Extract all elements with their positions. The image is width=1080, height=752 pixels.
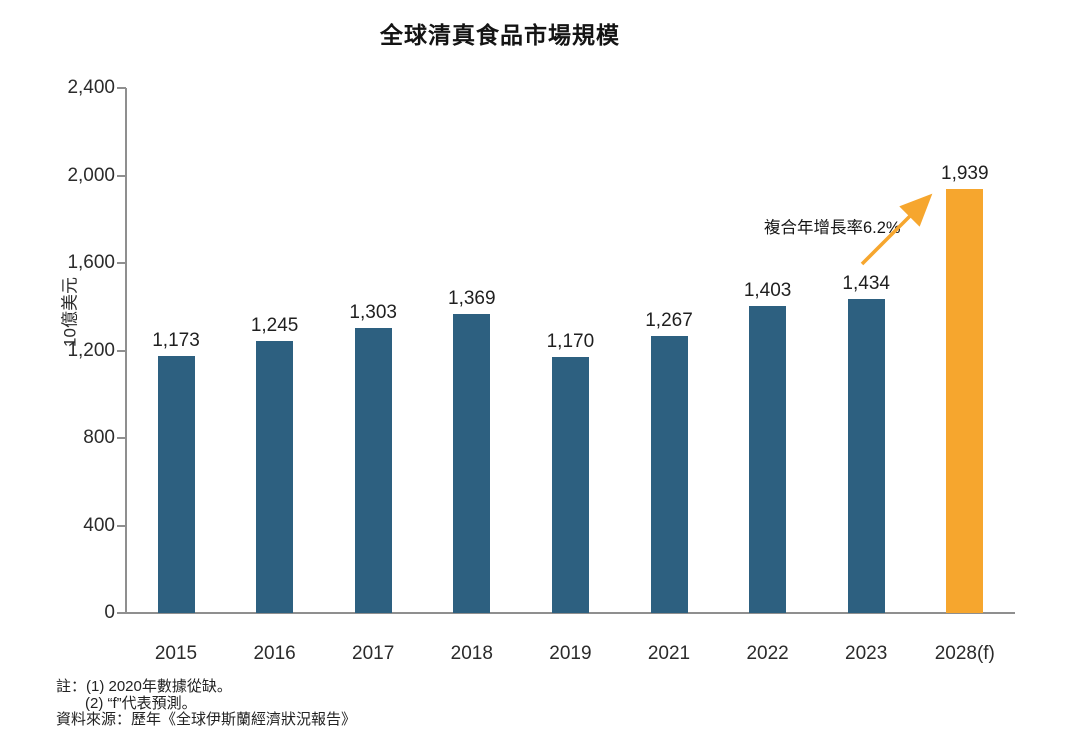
y-tick-label: 1,200 [67,339,115,361]
bar-2019 [551,357,589,613]
footnote-line-1: 註：(1) 2020年數據從缺。 [56,678,232,695]
y-tick-mark [117,87,126,89]
y-tick-label: 800 [83,427,115,448]
y-tick-mark [117,524,126,527]
y-tick-label: 400 [83,514,115,536]
bar-value-label: 1,303 [349,301,397,323]
y-tick-mark [117,612,126,614]
bar-2015 [157,356,195,613]
y-tick-label: 2,400 [67,77,115,98]
bar-value-label: 1,267 [645,309,693,331]
y-axis-title: 10億美元 [60,277,80,347]
bar-2023 [847,299,885,613]
cagr-annotation: 複合年增長率6.2% [764,219,901,237]
chart-title: 全球清真食品市場規模 [380,22,620,48]
x-axis-label-2015: 2015 [154,643,198,664]
y-axis-line [125,88,127,614]
x-axis-label-2023: 2023 [845,643,888,664]
bar-value-label: 1,369 [448,287,496,309]
bar-2021 [650,335,688,613]
y-tick-mark [117,349,126,352]
bar-value-label: 1,939 [941,162,989,184]
bar-value-label: 1,245 [250,314,299,336]
y-tick-mark [117,262,126,264]
y-tick-label: 1,600 [67,252,115,273]
y-tick-mark [117,174,126,177]
x-axis-label-2021: 2021 [647,643,691,664]
footnote-line-3: 資料來源：歷年《全球伊斯蘭經濟狀況報告》 [56,711,357,728]
footnotes: 註：(1) 2020年數據從缺。 (2) “f”代表預測。 資料來源：歷年《全球… [56,678,357,729]
x-axis-label-2022: 2022 [746,643,789,664]
x-axis-label-2016: 2016 [253,643,296,664]
bar-value-label: 1,173 [152,330,200,352]
x-axis-label-2018: 2018 [450,643,493,664]
bar-value-label: 1,403 [743,280,792,302]
bar-value-label: 1,170 [546,331,595,353]
footnote-line-2: (2) “f”代表預測。 [85,694,197,712]
bar-value-label: 1,434 [842,273,890,295]
x-axis-label-2019: 2019 [549,643,592,664]
growth-arrow-icon [860,193,933,266]
bar-2022 [749,306,787,613]
y-tick-label: 0 [104,602,115,623]
x-axis-label-2028(f): 2028(f) [934,643,995,664]
x-axis-line [125,612,1015,614]
y-tick-mark [117,437,126,439]
bar-2016 [256,340,294,613]
x-axis-label-2017: 2017 [352,643,395,664]
bar-2028(f) [946,188,984,613]
bar-2017 [354,327,392,613]
y-tick-label: 2,000 [67,164,115,186]
bar-2018 [453,313,491,613]
